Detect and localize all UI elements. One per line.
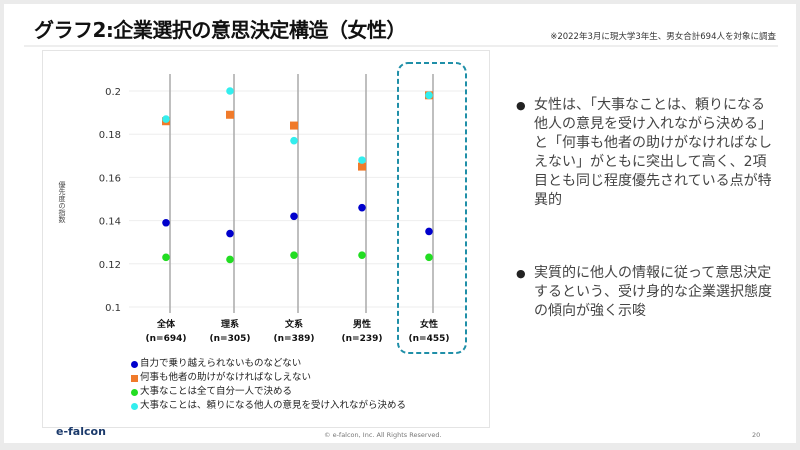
data-point-circle — [226, 229, 234, 238]
legend-marker-icon — [131, 402, 138, 410]
page-number: 20 — [752, 431, 761, 439]
data-point-circle — [358, 251, 366, 259]
x-tick-label: 全体 — [156, 318, 176, 330]
bullet-icon: ● — [516, 99, 526, 112]
x-tick-label: 理系 — [221, 318, 239, 330]
commentary: ● 女性は、「大事なことは、頼りになる他人の意見を受け入れながら決める」と「何事… — [516, 96, 776, 375]
data-point-square — [290, 121, 298, 130]
legend-label: 大事なことは全て自分一人で決める — [140, 386, 293, 397]
y-tick-label: 0.2 — [105, 87, 121, 98]
chart-svg: 0.1 0.12 0.14 0.16 0.18 0.2 全体 (n=694) 理系 (n=305)… — [99, 62, 467, 354]
data-point-circle — [358, 203, 366, 212]
x-tick-n: (n=694) — [146, 334, 187, 344]
data-point-circle — [425, 91, 433, 100]
legend-item: 大事なことは、頼りになる他人の意見を受け入れながら決める — [131, 399, 406, 413]
y-axis-label: 優先度の指数 — [58, 181, 66, 223]
x-tick-n: (n=455) — [409, 334, 450, 344]
y-tick-label: 0.12 — [99, 260, 121, 271]
x-tick-n: (n=239) — [342, 334, 383, 344]
legend-label: 何事も他者の助けがなければなしえない — [140, 372, 312, 383]
survey-note: ※2022年3月に現大学3年生、男女合計694人を対象に調査 — [550, 32, 776, 42]
data-point-circle — [290, 251, 298, 259]
legend-label: 自力で乗り越えられないものなどない — [140, 358, 302, 369]
data-point-square — [226, 110, 234, 119]
copyright: © e-falcon, Inc. All Rights Reserved. — [324, 431, 442, 439]
company-logo: e-falcon — [56, 425, 106, 438]
data-point-circle — [290, 212, 298, 221]
legend-marker-icon — [131, 374, 138, 382]
data-point-circle — [425, 253, 433, 262]
slide: グラフ2:企業選択の意思決定構造（女性） ※2022年3月に現大学3年生、男女合… — [4, 4, 796, 443]
x-tick-label: 男性 — [353, 318, 371, 330]
highlight-box — [397, 62, 467, 354]
x-tick-n: (n=305) — [210, 334, 251, 344]
legend-item: 自力で乗り越えられないものなどない — [131, 357, 406, 371]
bullet-text: 女性は、「大事なことは、頼りになる他人の意見を受け入れながら決める」と「何事も他… — [534, 97, 772, 208]
data-point-circle — [162, 115, 170, 123]
page-title: グラフ2:企業選択の意思決定構造（女性） — [34, 18, 406, 42]
y-tick-label: 0.18 — [99, 130, 121, 141]
x-tick-n: (n=389) — [274, 334, 315, 344]
legend-item: 大事なことは全て自分一人で決める — [131, 385, 406, 399]
data-point-circle — [425, 227, 433, 236]
legend-marker-icon — [131, 360, 138, 368]
y-tick-label: 0.14 — [99, 217, 121, 228]
data-point-circle — [290, 136, 298, 145]
bullet-item: ● 女性は、「大事なことは、頼りになる他人の意見を受け入れながら決める」と「何事… — [516, 96, 776, 210]
legend-marker-icon — [131, 388, 138, 396]
data-point-circle — [226, 87, 234, 95]
title-divider — [24, 45, 778, 47]
data-point-circle — [226, 255, 234, 264]
legend-item: 何事も他者の助けがなければなしえない — [131, 371, 406, 385]
legend: 自力で乗り越えられないものなどない 何事も他者の助けがなければなしえない 大事なこと… — [131, 357, 406, 413]
data-point-circle — [162, 218, 170, 227]
x-tick-label: 女性 — [420, 318, 438, 330]
chart-area: 優先度の指数 0.1 0.12 0.14 0.16 0.18 0.2 全体 (n=694) 理系… — [42, 50, 490, 428]
x-tick-label: 文系 — [284, 318, 303, 330]
y-tick-label: 0.1 — [105, 303, 121, 314]
data-point-circle — [162, 253, 170, 262]
bullet-item: ● 実質的に他人の情報に従って意思決定するという、受け身的な企業選択態度の傾向が… — [516, 264, 776, 321]
bullet-text: 実質的に他人の情報に従って意思決定するという、受け身的な企業選択態度の傾向が強く… — [534, 265, 772, 319]
data-point-square — [358, 162, 366, 171]
legend-label: 大事なことは、頼りになる他人の意見を受け入れながら決める — [140, 400, 407, 411]
data-point-circle — [358, 156, 366, 164]
y-tick-label: 0.16 — [99, 173, 121, 184]
bullet-icon: ● — [516, 267, 526, 280]
